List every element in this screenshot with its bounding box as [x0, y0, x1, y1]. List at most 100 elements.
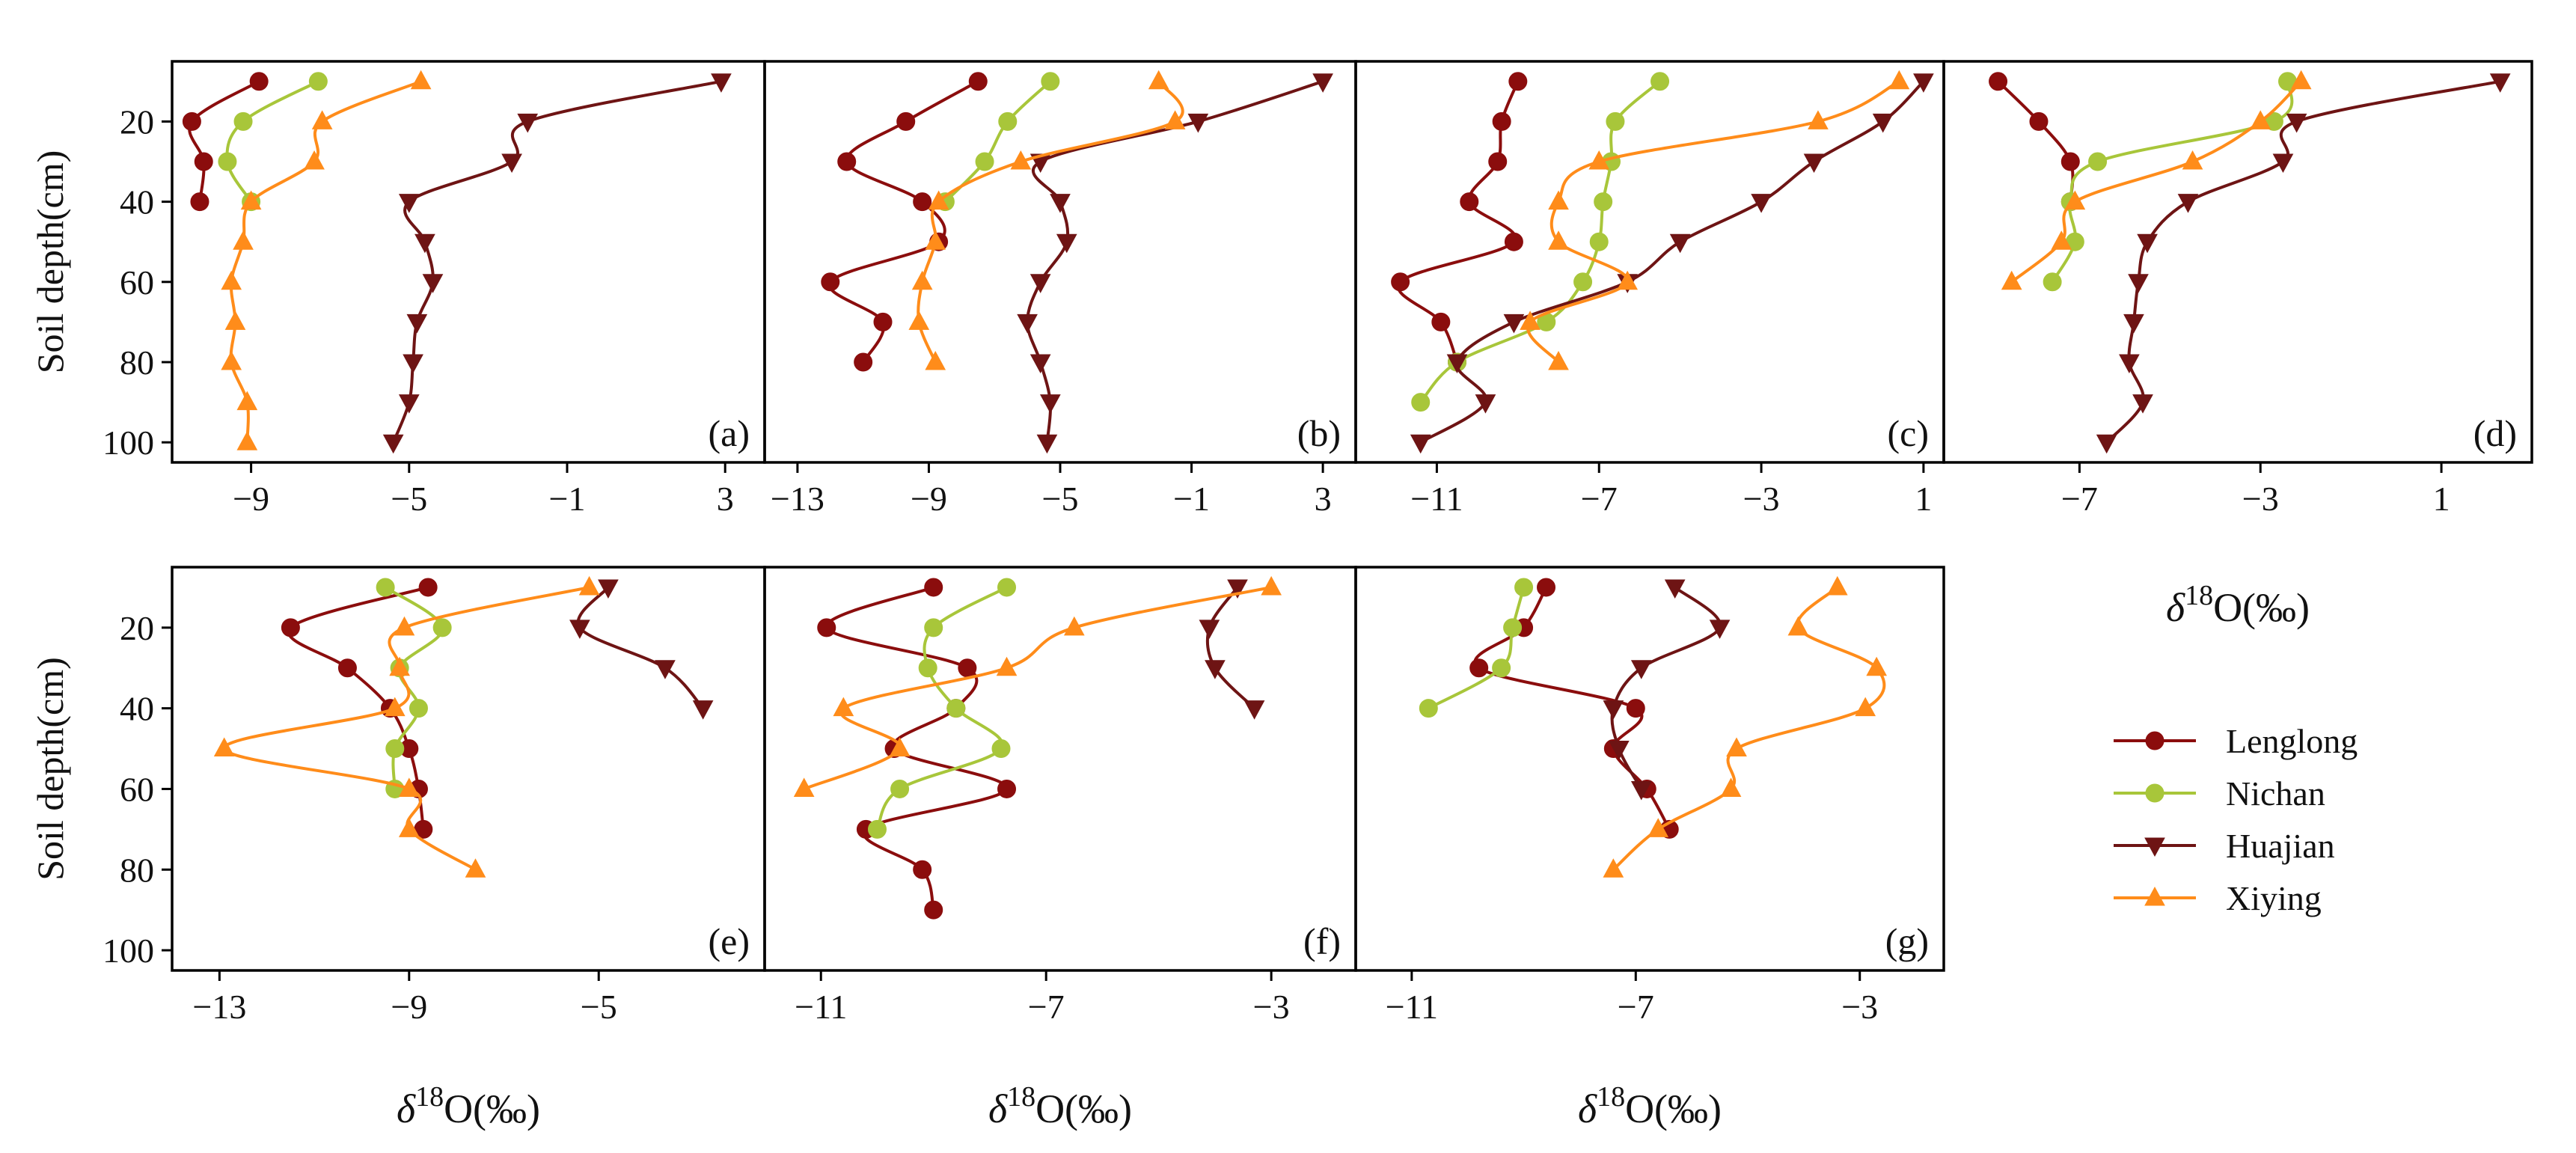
point-lenglong-b-1 — [896, 111, 916, 131]
point-nichan-f-2 — [918, 658, 937, 678]
xtick-label-c-3: 1 — [1915, 480, 1932, 518]
point-lenglong-a-2 — [194, 152, 213, 171]
point-nichan-f-4 — [991, 739, 1011, 759]
xlabel-panel-d: δ18O(‰) — [2166, 580, 2310, 630]
point-xiying-g-2 — [1866, 656, 1888, 676]
series-line-lenglong-a — [188, 80, 260, 202]
panel-d: −7 −3 1 (d) — [1942, 60, 2533, 518]
point-xiying-c-0 — [1888, 70, 1910, 90]
point-nichan-a-1 — [233, 111, 253, 131]
point-lenglong-b-5 — [821, 272, 840, 292]
point-xiying-b-6 — [908, 311, 930, 330]
point-huajian-g-5 — [1630, 780, 1652, 801]
series-line-nichan-a — [225, 80, 319, 203]
point-lenglong-b-2 — [837, 152, 857, 171]
point-lenglong-f-0 — [924, 578, 943, 597]
point-huajian-f-3 — [1243, 700, 1265, 720]
legend-marker-nichan — [2145, 783, 2164, 803]
point-huajian-d-6 — [2123, 314, 2144, 334]
point-lenglong-e-2 — [337, 658, 357, 678]
series-line-nichan-g — [1428, 587, 1526, 710]
point-xiying-g-6 — [1648, 818, 1669, 837]
point-lenglong-f-8 — [924, 900, 943, 920]
point-huajian-d-7 — [2119, 354, 2140, 374]
point-huajian-b-4 — [1056, 233, 1077, 254]
xlabel-panel-g: δ18O(‰) — [1578, 1081, 1722, 1131]
point-nichan-c-1 — [1606, 111, 1625, 131]
series-line-huajian-d — [2105, 79, 2501, 444]
series-line-huajian-g — [1610, 586, 1722, 790]
point-huajian-b-1 — [1187, 113, 1209, 133]
point-xiying-b-7 — [925, 350, 946, 370]
point-xiying-d-1 — [2250, 110, 2271, 129]
legend-label-huajian: Huajian — [2226, 827, 2335, 865]
point-nichan-c-3 — [1594, 192, 1613, 212]
point-huajian-f-1 — [1199, 620, 1220, 639]
point-huajian-a-2 — [501, 153, 522, 174]
point-huajian-a-3 — [398, 194, 420, 213]
point-huajian-b-9 — [1036, 434, 1058, 454]
ylabel-row-1: Soil depth(cm) — [29, 150, 71, 374]
point-xiying-e-2 — [389, 656, 410, 676]
point-lenglong-c-3 — [1460, 192, 1479, 212]
point-xiying-d-3 — [2064, 190, 2086, 210]
point-lenglong-f-2 — [958, 658, 977, 678]
xtick-label-e-0: −13 — [192, 988, 246, 1026]
legend-label-lenglong: Lenglong — [2226, 722, 2358, 760]
point-xiying-c-1 — [1808, 110, 1829, 129]
point-huajian-g-4 — [1608, 741, 1630, 760]
point-lenglong-c-0 — [1508, 72, 1528, 91]
point-xiying-e-0 — [578, 575, 600, 596]
point-huajian-a-5 — [422, 274, 444, 293]
point-huajian-c-0 — [1913, 73, 1934, 93]
xtick-label-g-2: −3 — [1841, 988, 1878, 1026]
point-lenglong-d-0 — [1989, 72, 2008, 91]
point-xiying-a-7 — [221, 350, 242, 370]
point-huajian-c-3 — [1751, 194, 1772, 213]
series-line-huajian-c — [1419, 80, 1925, 444]
point-nichan-g-3 — [1419, 699, 1438, 718]
point-nichan-b-0 — [1041, 72, 1060, 91]
series-line-lenglong-d — [1997, 80, 2075, 202]
point-xiying-b-2 — [1010, 150, 1032, 170]
point-lenglong-g-2 — [1469, 658, 1489, 678]
ytick-label-a-4: 100 — [103, 423, 154, 462]
point-huajian-e-3 — [692, 700, 714, 720]
xtick-label-b-0: −13 — [771, 480, 824, 518]
point-huajian-a-7 — [403, 354, 423, 374]
point-xiying-b-5 — [911, 270, 933, 290]
point-huajian-a-4 — [414, 233, 435, 254]
xtick-label-g-0: −11 — [1386, 988, 1438, 1026]
point-xiying-d-5 — [2001, 270, 2022, 290]
point-xiying-a-0 — [410, 70, 432, 90]
xtick-label-a-0: −9 — [233, 480, 269, 518]
panel-label-d: (d) — [2473, 412, 2517, 454]
series-line-huajian-a — [391, 79, 722, 443]
point-nichan-f-3 — [946, 699, 966, 718]
panel-frame-c — [1354, 60, 1945, 464]
point-xiying-b-3 — [928, 190, 949, 210]
panel-frame-d — [1942, 60, 2533, 464]
point-nichan-g-2 — [1492, 658, 1511, 678]
point-nichan-f-5 — [890, 779, 910, 798]
point-nichan-c-8 — [1411, 393, 1431, 412]
series-line-xiying-b — [917, 80, 1184, 363]
point-huajian-d-2 — [2272, 153, 2294, 174]
panel-f: −11 −7 −3 (f) — [763, 566, 1357, 1026]
series-line-lenglong-f — [824, 586, 1009, 911]
point-huajian-b-0 — [1312, 73, 1333, 93]
point-huajian-b-8 — [1039, 394, 1061, 414]
panel-label-g: (g) — [1885, 920, 1929, 962]
point-lenglong-c-4 — [1504, 232, 1523, 251]
point-huajian-c-6 — [1503, 314, 1525, 334]
point-lenglong-d-2 — [2061, 152, 2080, 171]
series-line-huajian-b — [1026, 79, 1324, 443]
point-huajian-c-2 — [1803, 153, 1825, 174]
panel-e: −13 −9 −5 20 40 60 80 100 (e) Soil depth(cm) — [29, 566, 766, 1026]
panel-label-f: (f) — [1303, 920, 1341, 962]
point-xiying-f-3 — [833, 697, 854, 717]
series-line-nichan-b — [943, 80, 1052, 204]
ytick-label-e-3: 80 — [120, 851, 154, 889]
point-lenglong-a-3 — [190, 192, 209, 212]
point-nichan-d-5 — [2043, 272, 2062, 292]
